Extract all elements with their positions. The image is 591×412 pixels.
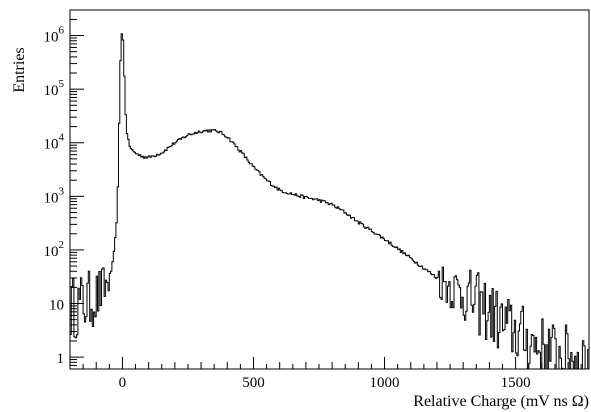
x-tick-label: 1500 <box>501 375 531 391</box>
x-tick-label: 500 <box>242 375 265 391</box>
y-tick-label: 104 <box>44 132 65 153</box>
tick-labels: 0 500 1000 1500 1 10 102 103 104 105 106 <box>44 25 531 391</box>
histogram-series-line <box>70 33 589 370</box>
y-tick-label: 10 <box>49 298 64 314</box>
y-axis-title: Entries <box>11 47 28 92</box>
x-axis-title: Relative Charge (mV ns Ω) <box>413 393 589 410</box>
tick-marks <box>69 9 582 370</box>
y-tick-label: 1 <box>57 351 65 367</box>
x-tick-label: 1000 <box>370 375 400 391</box>
plot-frame <box>69 9 590 370</box>
x-tick-label: 0 <box>119 375 127 391</box>
y-tick-label: 103 <box>44 185 65 206</box>
y-tick-label: 102 <box>44 239 65 260</box>
y-tick-label: 106 <box>44 25 65 46</box>
y-tick-label: 105 <box>44 78 65 99</box>
